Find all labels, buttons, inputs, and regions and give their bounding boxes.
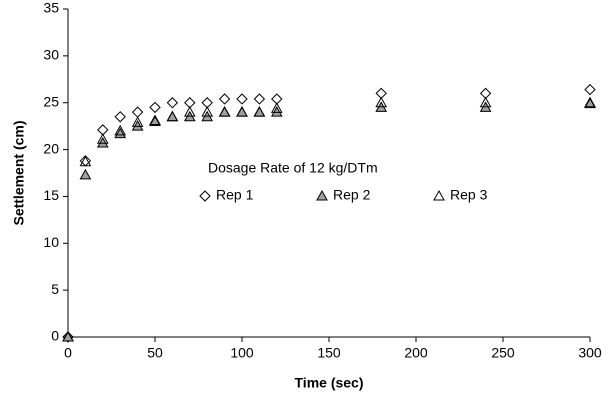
point	[114, 111, 126, 123]
point	[270, 102, 283, 113]
point	[96, 136, 109, 148]
point	[236, 106, 248, 117]
point	[79, 168, 92, 180]
point	[166, 110, 179, 122]
y-tick-label: 35	[43, 0, 59, 16]
point	[253, 106, 266, 117]
point	[62, 331, 74, 343]
y-tick-label: 25	[43, 93, 59, 109]
point	[584, 83, 596, 96]
point	[183, 106, 196, 117]
point	[131, 116, 144, 127]
legend-label: Rep 2	[333, 187, 371, 203]
x-tick-label: 150	[317, 345, 341, 361]
y-tick-label: 5	[51, 281, 59, 297]
x-axis-title: Time (sec)	[295, 375, 364, 391]
point	[79, 155, 92, 167]
point	[253, 106, 266, 117]
point	[253, 93, 266, 105]
point	[166, 110, 179, 122]
y-tick-label: 30	[43, 47, 59, 63]
y-tick-label: 0	[51, 328, 59, 344]
legend-marker	[316, 189, 328, 201]
point	[114, 124, 127, 136]
point	[218, 106, 231, 117]
y-tick-label: 10	[43, 234, 59, 250]
point	[479, 96, 492, 108]
legend-label: Rep 1	[216, 187, 254, 203]
point	[218, 93, 231, 105]
x-tick-label: 0	[64, 345, 72, 361]
x-tick-label: 50	[147, 345, 163, 361]
y-axis-title: Settlement (cm)	[11, 120, 27, 225]
legend-marker	[433, 189, 445, 201]
point	[149, 101, 161, 114]
y-tick-label: 15	[43, 187, 59, 203]
x-tick-label: 200	[404, 345, 428, 361]
point	[96, 133, 109, 144]
legend-marker	[199, 190, 211, 202]
x-tick-label: 250	[491, 345, 515, 361]
legend-title: Dosage Rate of 12 kg/DTm	[208, 160, 378, 176]
point	[131, 120, 144, 131]
point	[131, 106, 144, 118]
point	[149, 114, 161, 126]
point	[166, 97, 179, 109]
point	[201, 106, 214, 117]
point	[62, 330, 74, 342]
point	[236, 93, 248, 105]
y-tick-label: 20	[43, 140, 59, 156]
point	[218, 106, 231, 117]
point	[270, 106, 283, 117]
point	[114, 127, 127, 139]
x-tick-label: 100	[230, 345, 254, 361]
point	[236, 106, 248, 117]
legend-label: Rep 3	[450, 187, 488, 203]
point	[584, 96, 596, 108]
point	[375, 96, 388, 108]
x-tick-label: 300	[578, 345, 602, 361]
